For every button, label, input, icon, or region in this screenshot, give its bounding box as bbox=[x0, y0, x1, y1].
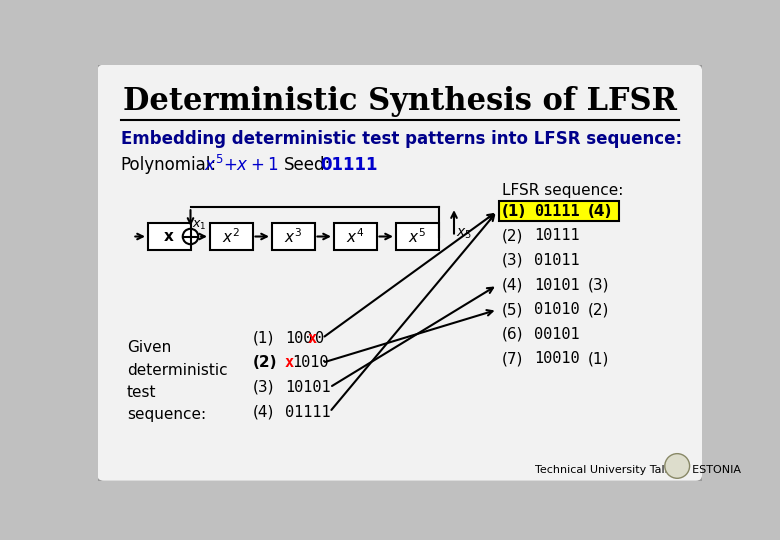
Text: 10010: 10010 bbox=[534, 352, 580, 367]
Text: 10101: 10101 bbox=[534, 278, 580, 293]
Text: Deterministic Synthesis of LFSR: Deterministic Synthesis of LFSR bbox=[122, 86, 677, 117]
Text: Technical University Tallinn, ESTONIA: Technical University Tallinn, ESTONIA bbox=[535, 465, 741, 475]
Text: Polynomial:: Polynomial: bbox=[121, 156, 217, 174]
Text: (2): (2) bbox=[587, 302, 608, 317]
Text: (3): (3) bbox=[253, 380, 274, 395]
Text: 01011: 01011 bbox=[534, 253, 580, 268]
Text: 1010: 1010 bbox=[292, 355, 329, 370]
FancyBboxPatch shape bbox=[499, 201, 619, 221]
Text: 100: 100 bbox=[285, 330, 313, 346]
Text: (2): (2) bbox=[502, 228, 523, 243]
Text: 01010: 01010 bbox=[534, 302, 580, 317]
Text: (2): (2) bbox=[253, 355, 277, 370]
Text: $+ x + 1$: $+ x + 1$ bbox=[223, 156, 278, 174]
Text: $x^5$: $x^5$ bbox=[204, 155, 224, 175]
Text: 0: 0 bbox=[314, 330, 324, 346]
Text: $x^3$: $x^3$ bbox=[284, 227, 302, 246]
Circle shape bbox=[183, 229, 198, 244]
Text: x: x bbox=[285, 355, 294, 370]
Text: (4): (4) bbox=[502, 278, 523, 293]
Text: 01111: 01111 bbox=[285, 404, 331, 420]
Text: 01111: 01111 bbox=[534, 204, 580, 219]
Text: (7): (7) bbox=[502, 352, 523, 367]
FancyBboxPatch shape bbox=[396, 222, 438, 251]
Text: $x_5$: $x_5$ bbox=[456, 227, 472, 241]
Text: Given
deterministic
test
sequence:: Given deterministic test sequence: bbox=[127, 340, 228, 422]
Text: (3): (3) bbox=[502, 253, 523, 268]
Text: (1): (1) bbox=[587, 352, 608, 367]
Text: 10101: 10101 bbox=[285, 380, 331, 395]
Text: (6): (6) bbox=[502, 327, 523, 342]
Text: Seed:: Seed: bbox=[283, 156, 331, 174]
FancyBboxPatch shape bbox=[334, 222, 377, 251]
FancyBboxPatch shape bbox=[148, 222, 190, 251]
Text: (3): (3) bbox=[587, 278, 609, 293]
Text: $x_1$: $x_1$ bbox=[192, 219, 207, 232]
Text: (4): (4) bbox=[253, 404, 274, 420]
Text: (4): (4) bbox=[587, 204, 612, 219]
Text: 00101: 00101 bbox=[534, 327, 580, 342]
FancyBboxPatch shape bbox=[96, 63, 704, 482]
Text: 01111: 01111 bbox=[321, 156, 378, 174]
Text: (5): (5) bbox=[502, 302, 523, 317]
Text: $x^5$: $x^5$ bbox=[408, 227, 426, 246]
Circle shape bbox=[665, 454, 690, 478]
Text: x: x bbox=[165, 229, 174, 244]
Text: LFSR sequence:: LFSR sequence: bbox=[502, 183, 623, 198]
Text: $x^4$: $x^4$ bbox=[346, 227, 364, 246]
Text: x: x bbox=[307, 330, 316, 346]
FancyBboxPatch shape bbox=[272, 222, 314, 251]
Text: (1): (1) bbox=[502, 204, 526, 219]
FancyBboxPatch shape bbox=[210, 222, 253, 251]
Text: Embedding deterministic test patterns into LFSR sequence:: Embedding deterministic test patterns in… bbox=[121, 131, 682, 149]
Text: $x^2$: $x^2$ bbox=[222, 227, 240, 246]
Text: (1): (1) bbox=[253, 330, 274, 346]
Text: 10111: 10111 bbox=[534, 228, 580, 243]
